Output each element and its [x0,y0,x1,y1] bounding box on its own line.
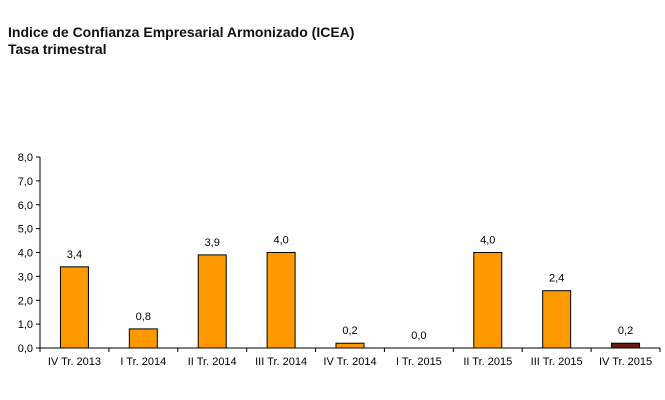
y-axis: 0,0 1,0 2,0 3,0 4,0 5,0 6,0 7,0 8,0 [18,152,41,355]
data-label-7: 2,4 [549,273,564,285]
bar-3 [266,252,296,349]
data-label-4: 0,2 [342,325,357,337]
data-label-3: 4,0 [273,235,288,247]
y-tick-label: 3,0 [18,271,33,283]
chart-title: Indice de Confianza Empresarial Armoniza… [8,24,355,40]
x-axis: IV Tr. 2013 I Tr. 2014 II Tr. 2014 III Tr. … [39,347,661,368]
x-tick-label-5: I Tr. 2015 [396,356,442,368]
data-label-8: 0,2 [618,325,633,337]
data-label-2: 3,9 [205,237,220,249]
y-tick-label: 7,0 [18,176,33,188]
y-tick-label: 5,0 [18,224,33,236]
x-tick-label-7: III Tr. 2015 [531,356,583,368]
x-tick-label-8: IV Tr. 2015 [599,356,652,368]
x-tick-label-0: IV Tr. 2013 [48,356,101,368]
x-tick-label-1: I Tr. 2014 [120,356,166,368]
data-label-5: 0,0 [411,330,426,342]
bar-7 [542,290,572,349]
y-tick-label: 0,0 [18,343,33,355]
bar-2 [197,254,227,349]
data-label-0: 3,4 [67,249,82,261]
y-tick-label: 2,0 [18,295,33,307]
bar-6 [473,252,503,349]
data-label-1: 0,8 [136,311,151,323]
y-tick-label: 4,0 [18,248,33,260]
x-tick-label-6: II Tr. 2015 [463,356,512,368]
bar-8 [611,342,641,349]
data-label-6: 4,0 [480,235,495,247]
bar-1 [128,328,158,349]
y-tick-label: 6,0 [18,200,33,212]
chart-subtitle: Tasa trimestral [8,41,107,57]
bars [59,252,641,349]
x-tick-label-3: III Tr. 2014 [255,356,307,368]
y-tick-label: 1,0 [18,319,33,331]
data-labels: 3,4 0,8 3,9 4,0 0,2 0,0 4,0 2,4 0,2 [67,235,633,343]
y-tick-label: 8,0 [18,152,33,164]
bar-4 [335,342,365,349]
x-tick-label-2: II Tr. 2014 [188,356,237,368]
x-tick-label-4: IV Tr. 2014 [323,356,376,368]
bar-0 [59,266,89,349]
chart-title-block: Indice de Confianza Empresarial Armoniza… [8,24,354,58]
